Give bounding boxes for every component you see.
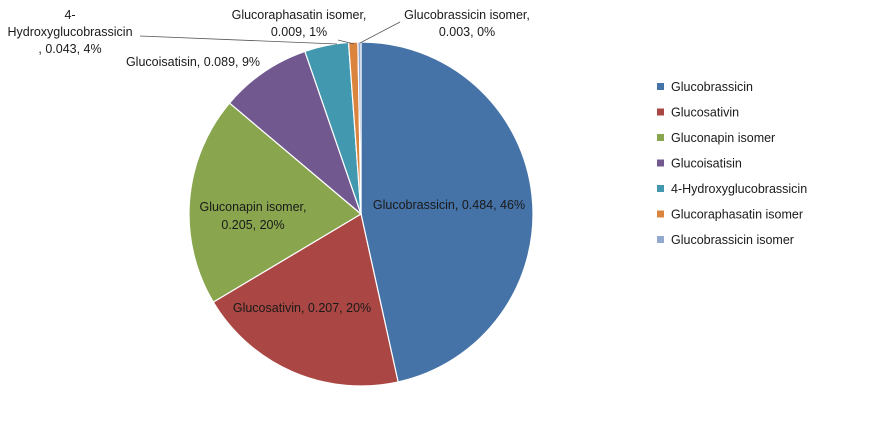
data-label: Glucosativin, 0.207, 20% xyxy=(233,301,371,315)
legend-swatch xyxy=(657,185,664,192)
legend-swatch xyxy=(657,83,664,90)
leader-line xyxy=(337,39,355,45)
leader-line xyxy=(359,21,401,44)
legend-entry: 4-Hydroxyglucobrassicin xyxy=(671,182,807,196)
legend-swatch xyxy=(657,108,664,116)
legend-entry: Glucoisatisin xyxy=(671,157,742,171)
legend-entry: Glucobrassicin isomer xyxy=(671,233,794,247)
data-label: 4-Hydroxyglucobrassicin, 0.043, 4% xyxy=(7,8,132,56)
pie-slice xyxy=(188,102,363,303)
legend-entry: Glucobrassicin xyxy=(671,80,753,94)
legend-swatch xyxy=(657,159,664,167)
legend-swatch xyxy=(657,210,664,218)
data-label: Glucobrassicin, 0.484, 46% xyxy=(373,198,525,212)
legend-entry: Gluconapin isomer xyxy=(671,131,775,145)
pie-slice xyxy=(212,213,399,387)
legend-swatch xyxy=(657,134,664,141)
data-label: Gluconapin isomer, 0.205, 20% xyxy=(199,200,306,232)
legend-entry: Glucoraphasatin isomer xyxy=(671,208,803,222)
leader-lines xyxy=(139,21,401,45)
pie-slice xyxy=(360,41,534,383)
pie-slices xyxy=(188,41,534,387)
data-label: Glucoisatisin, 0.089, 9% xyxy=(126,55,260,69)
leader-line xyxy=(139,35,338,45)
pie-slice xyxy=(228,50,363,216)
pie-slice xyxy=(357,41,362,215)
data-labels: Glucobrassicin, 0.484, 46% Glucosativin, … xyxy=(7,8,529,315)
data-label: Glucobrassicin isomer, 0.003, 0% xyxy=(404,8,530,39)
legend: Glucobrassicin Glucosativin Gluconapin iso… xyxy=(657,80,807,247)
legend-entry: Glucosativin xyxy=(671,106,739,120)
legend-swatch xyxy=(657,236,664,243)
data-label: Glucoraphasatin isomer, 0.009, 1% xyxy=(232,8,367,39)
